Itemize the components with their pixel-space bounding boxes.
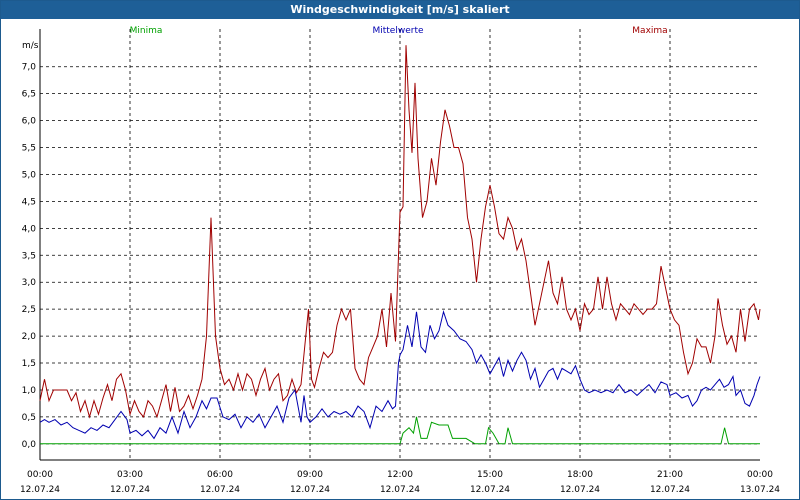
x-tick-date: 12.07.24 <box>200 485 240 495</box>
x-tick-date: 12.07.24 <box>380 485 420 495</box>
x-tick-time: 15:00 <box>477 470 503 480</box>
series-line-minima <box>40 416 760 445</box>
series-line-maxima <box>39 45 761 419</box>
x-tick-date: 12.07.24 <box>470 485 510 495</box>
x-tick-date: 12.07.24 <box>20 485 60 495</box>
y-tick-label: 6,5 <box>22 90 36 100</box>
x-tick-time: 21:00 <box>657 470 683 480</box>
y-tick-label: 2,0 <box>22 332 37 342</box>
series-group <box>39 45 761 445</box>
x-tick-time: 12:00 <box>387 470 413 480</box>
legend-minima: Minima <box>130 26 163 36</box>
axes <box>39 29 760 461</box>
x-tick-date: 12.07.24 <box>290 485 330 495</box>
x-tick-time: 00:00 <box>747 470 773 480</box>
y-tick-label: 5,5 <box>22 144 36 154</box>
y-tick-label: 6,0 <box>22 117 37 127</box>
x-tick-time: 00:00 <box>27 470 53 480</box>
y-tick-label: 5,0 <box>22 170 37 180</box>
legend: Minima Mittelwerte Maxima <box>130 26 668 36</box>
x-tick-time: 06:00 <box>207 470 233 480</box>
x-tick-time: 18:00 <box>567 470 593 480</box>
y-tick-label: 3,5 <box>22 251 36 261</box>
y-tick-label: 1,0 <box>22 386 37 396</box>
y-tick-label: 0,0 <box>22 440 37 450</box>
y-tick-label: 4,5 <box>22 197 36 207</box>
window-title: Windgeschwindigkeit [m/s] skaliert <box>1 1 799 19</box>
y-tick-label: 4,0 <box>22 224 37 234</box>
y-tick-label: 7,0 <box>22 63 37 73</box>
legend-maxima: Maxima <box>632 26 667 36</box>
y-tick-label: 1,5 <box>22 359 36 369</box>
y-tick-label: 3,0 <box>22 278 37 288</box>
x-tick-date: 12.07.24 <box>110 485 150 495</box>
x-tick-time: 03:00 <box>117 470 143 480</box>
y-axis-unit: m/s <box>22 41 39 51</box>
x-tick-time: 09:00 <box>297 470 323 480</box>
x-tick-date: 12.07.24 <box>650 485 690 495</box>
y-tick-label: 2,5 <box>22 305 36 315</box>
legend-mittelwerte: Mittelwerte <box>372 26 423 36</box>
series-line-mittelwerte <box>39 309 761 440</box>
y-tick-label: 0,5 <box>22 413 36 423</box>
ticks: 0,0 0,5 1,0 1,5 2,0 2,5 3,0 3,5 4,0 4,5 5,0 5,5 6,0 6… <box>20 63 780 495</box>
x-tick-date: 13.07.24 <box>740 485 780 495</box>
x-tick-date: 12.07.24 <box>560 485 600 495</box>
grid <box>40 29 760 460</box>
